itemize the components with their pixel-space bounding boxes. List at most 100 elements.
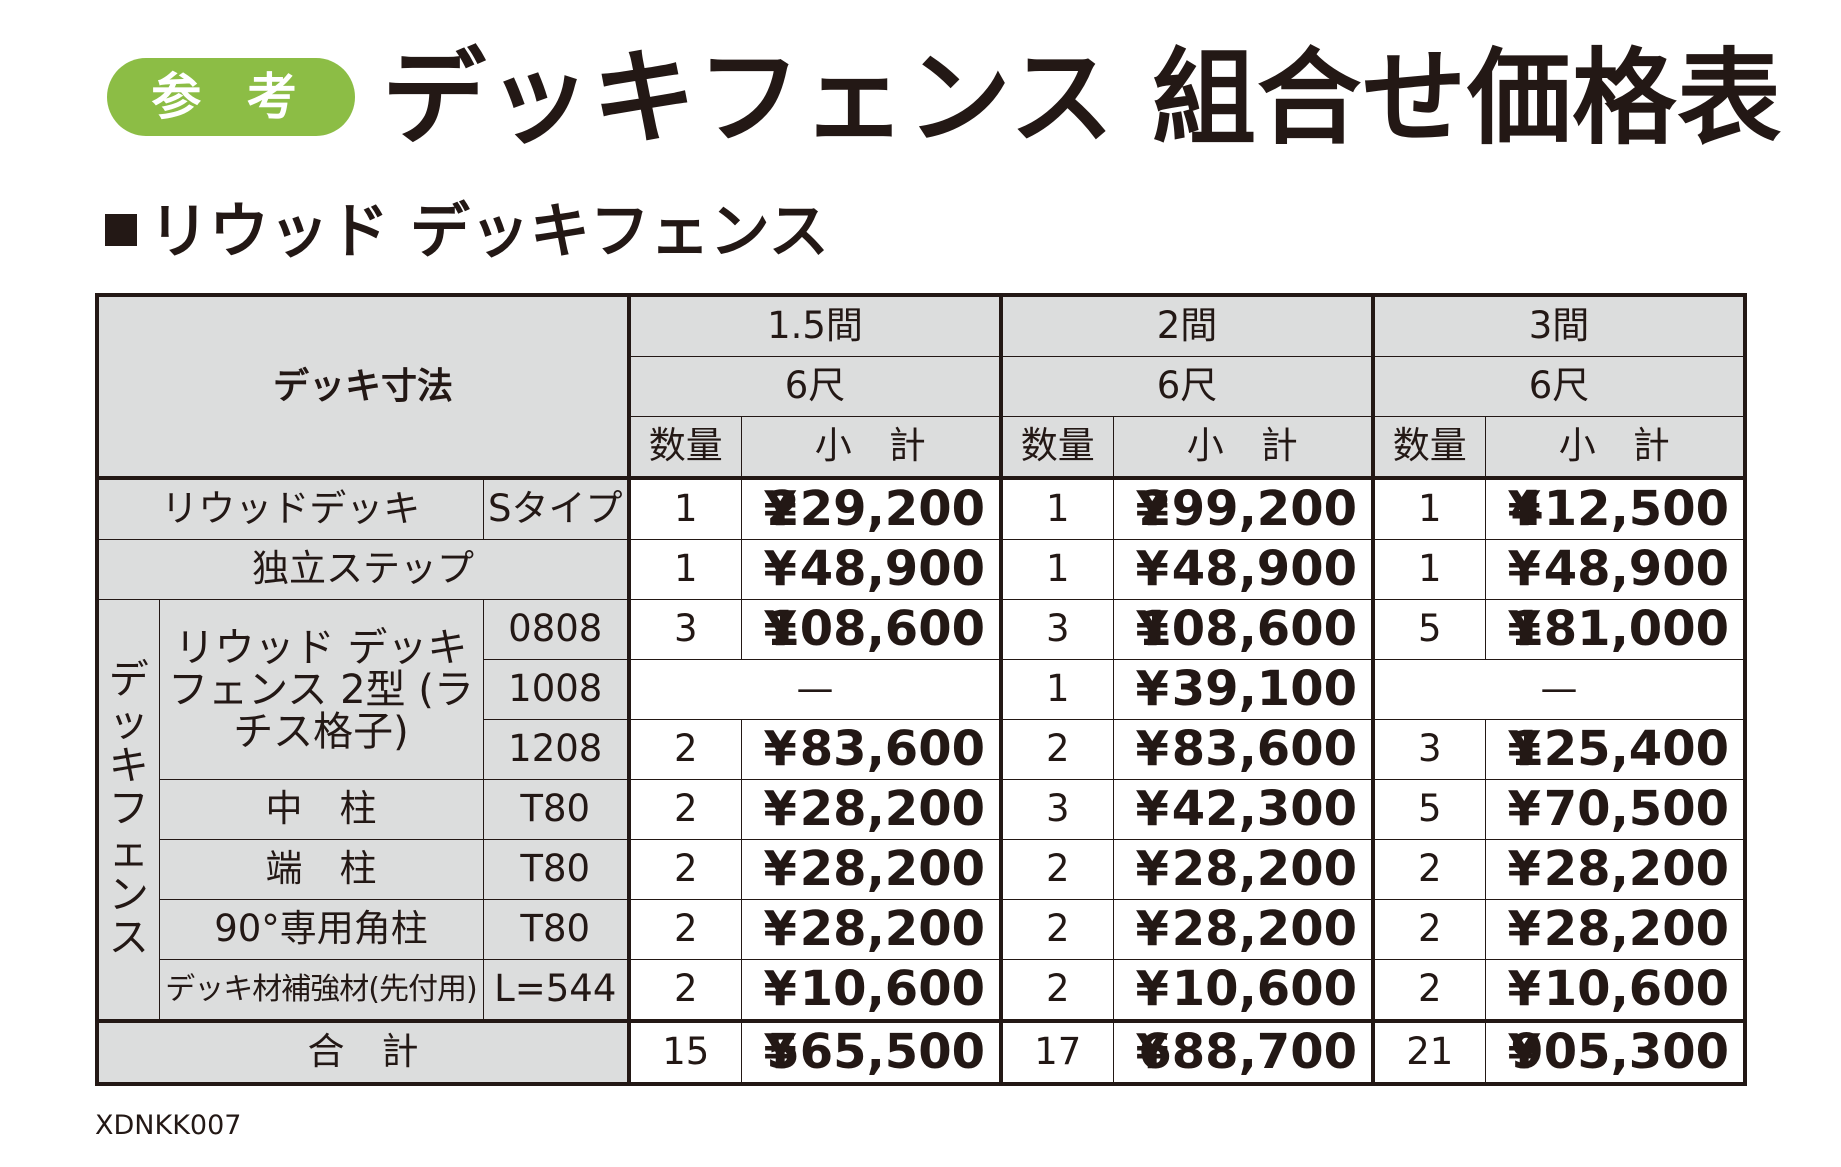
qty-cell: 1 <box>999 476 1114 540</box>
price-amount: 48,900 <box>1543 541 1729 598</box>
yen-symbol: ¥ <box>1135 841 1169 898</box>
price-cell: ¥299,200 <box>1112 476 1374 540</box>
price-cell: ¥28,200 <box>740 839 1002 900</box>
page-title: デッキフェンス 組合せ価格表 <box>382 37 1783 159</box>
corner-header: デッキ寸法 <box>96 294 630 479</box>
price-amount: 42,300 <box>1171 781 1357 838</box>
qty-cell: 2 <box>627 959 742 1022</box>
price-amount: 10,600 <box>1171 961 1357 1018</box>
price-cell: ¥28,200 <box>1112 899 1374 960</box>
price-amount: 39,100 <box>1171 661 1357 718</box>
price-table: デッキ寸法 1.5間 2間 3間 6尺 6尺 6尺 数量 小 計 数量 小 計 … <box>95 293 1747 1086</box>
col-size-header: 6尺 <box>1371 356 1746 417</box>
row-label: 90°専用角柱 <box>158 899 484 960</box>
row-label: 中 柱 <box>158 779 484 840</box>
price-amount: 108,600 <box>1138 601 1357 658</box>
price-amount: 28,200 <box>1171 841 1357 898</box>
qty-cell: 2 <box>627 899 742 960</box>
qty-cell: 2 <box>1371 899 1486 960</box>
price-cell: ¥83,600 <box>1112 719 1374 780</box>
yen-symbol: ¥ <box>763 1024 797 1081</box>
price-cell: ¥28,200 <box>740 779 1002 840</box>
subtotal-header: 小 計 <box>740 416 1002 479</box>
price-amount: 108,600 <box>766 601 985 658</box>
yen-symbol: ¥ <box>1135 661 1169 718</box>
col-span-header: 1.5間 <box>627 294 1002 357</box>
total-price-cell: ¥565,500 <box>740 1019 1002 1085</box>
qty-cell: 3 <box>999 779 1114 840</box>
total-qty-cell: 21 <box>1371 1019 1486 1085</box>
price-amount: 83,600 <box>799 721 985 778</box>
row-spec: T80 <box>482 839 630 900</box>
price-amount: 48,900 <box>799 541 985 598</box>
yen-symbol: ¥ <box>763 961 797 1018</box>
price-cell: ¥108,600 <box>1112 599 1374 660</box>
total-label: 合 計 <box>96 1019 630 1085</box>
row-label: デッキ材補強材(先付用) <box>158 959 484 1022</box>
price-cell: ¥48,900 <box>740 539 1002 600</box>
qty-header: 数量 <box>1371 416 1486 479</box>
yen-symbol: ¥ <box>1507 601 1541 658</box>
price-cell: ¥412,500 <box>1484 476 1746 540</box>
qty-cell: 2 <box>999 959 1114 1022</box>
price-cell: ¥10,600 <box>1484 959 1746 1022</box>
price-amount: 48,900 <box>1171 541 1357 598</box>
yen-symbol: ¥ <box>1135 601 1169 658</box>
qty-cell: 3 <box>1371 719 1486 780</box>
row-spec: 1008 <box>482 659 630 720</box>
price-cell: ¥28,200 <box>740 899 1002 960</box>
yen-symbol: ¥ <box>1507 841 1541 898</box>
yen-symbol: ¥ <box>1135 781 1169 838</box>
yen-symbol: ¥ <box>1507 781 1541 838</box>
qty-cell: 1 <box>999 539 1114 600</box>
yen-symbol: ¥ <box>763 841 797 898</box>
price-amount: 10,600 <box>1543 961 1729 1018</box>
price-cell: ¥10,600 <box>740 959 1002 1022</box>
unavailable-cell: — <box>1371 659 1746 720</box>
yen-symbol: ¥ <box>763 721 797 778</box>
qty-cell: 1 <box>627 539 742 600</box>
price-amount: 83,600 <box>1171 721 1357 778</box>
qty-header: 数量 <box>627 416 742 479</box>
fence-group-label: デッキフェンス <box>96 599 160 1022</box>
unavailable-cell: — <box>627 659 1002 720</box>
qty-cell: 2 <box>999 719 1114 780</box>
price-cell: ¥229,200 <box>740 476 1002 540</box>
price-amount: 299,200 <box>1138 481 1357 538</box>
qty-cell: 2 <box>999 899 1114 960</box>
row-label: リウッドデッキ <box>96 476 484 540</box>
price-cell: ¥28,200 <box>1112 839 1374 900</box>
subtotal-header: 小 計 <box>1484 416 1746 479</box>
yen-symbol: ¥ <box>1507 481 1541 538</box>
qty-cell: 2 <box>1371 839 1486 900</box>
price-amount: 28,200 <box>799 781 985 838</box>
square-bullet-icon <box>105 214 137 246</box>
yen-symbol: ¥ <box>1507 1024 1541 1081</box>
price-cell: ¥48,900 <box>1484 539 1746 600</box>
qty-cell: 2 <box>627 839 742 900</box>
subtotal-header: 小 計 <box>1112 416 1374 479</box>
col-size-header: 6尺 <box>999 356 1374 417</box>
yen-symbol: ¥ <box>1507 961 1541 1018</box>
price-cell: ¥108,600 <box>740 599 1002 660</box>
price-cell: ¥83,600 <box>740 719 1002 780</box>
price-cell: ¥42,300 <box>1112 779 1374 840</box>
yen-symbol: ¥ <box>1507 721 1541 778</box>
row-label: 端 柱 <box>158 839 484 900</box>
price-cell: ¥48,900 <box>1112 539 1374 600</box>
col-size-header: 6尺 <box>627 356 1002 417</box>
price-amount: 70,500 <box>1543 781 1729 838</box>
price-cell: ¥125,400 <box>1484 719 1746 780</box>
price-amount: 688,700 <box>1138 1024 1357 1081</box>
row-spec: Sタイプ <box>482 476 630 540</box>
qty-header: 数量 <box>999 416 1114 479</box>
qty-cell: 2 <box>627 779 742 840</box>
price-amount: 28,200 <box>799 901 985 958</box>
price-amount: 181,000 <box>1510 601 1729 658</box>
price-amount: 125,400 <box>1510 721 1729 778</box>
row-spec: L=544 <box>482 959 630 1022</box>
price-cell: ¥28,200 <box>1484 839 1746 900</box>
total-price-cell: ¥688,700 <box>1112 1019 1374 1085</box>
price-amount: 565,500 <box>766 1024 985 1081</box>
price-cell: ¥39,100 <box>1112 659 1374 720</box>
